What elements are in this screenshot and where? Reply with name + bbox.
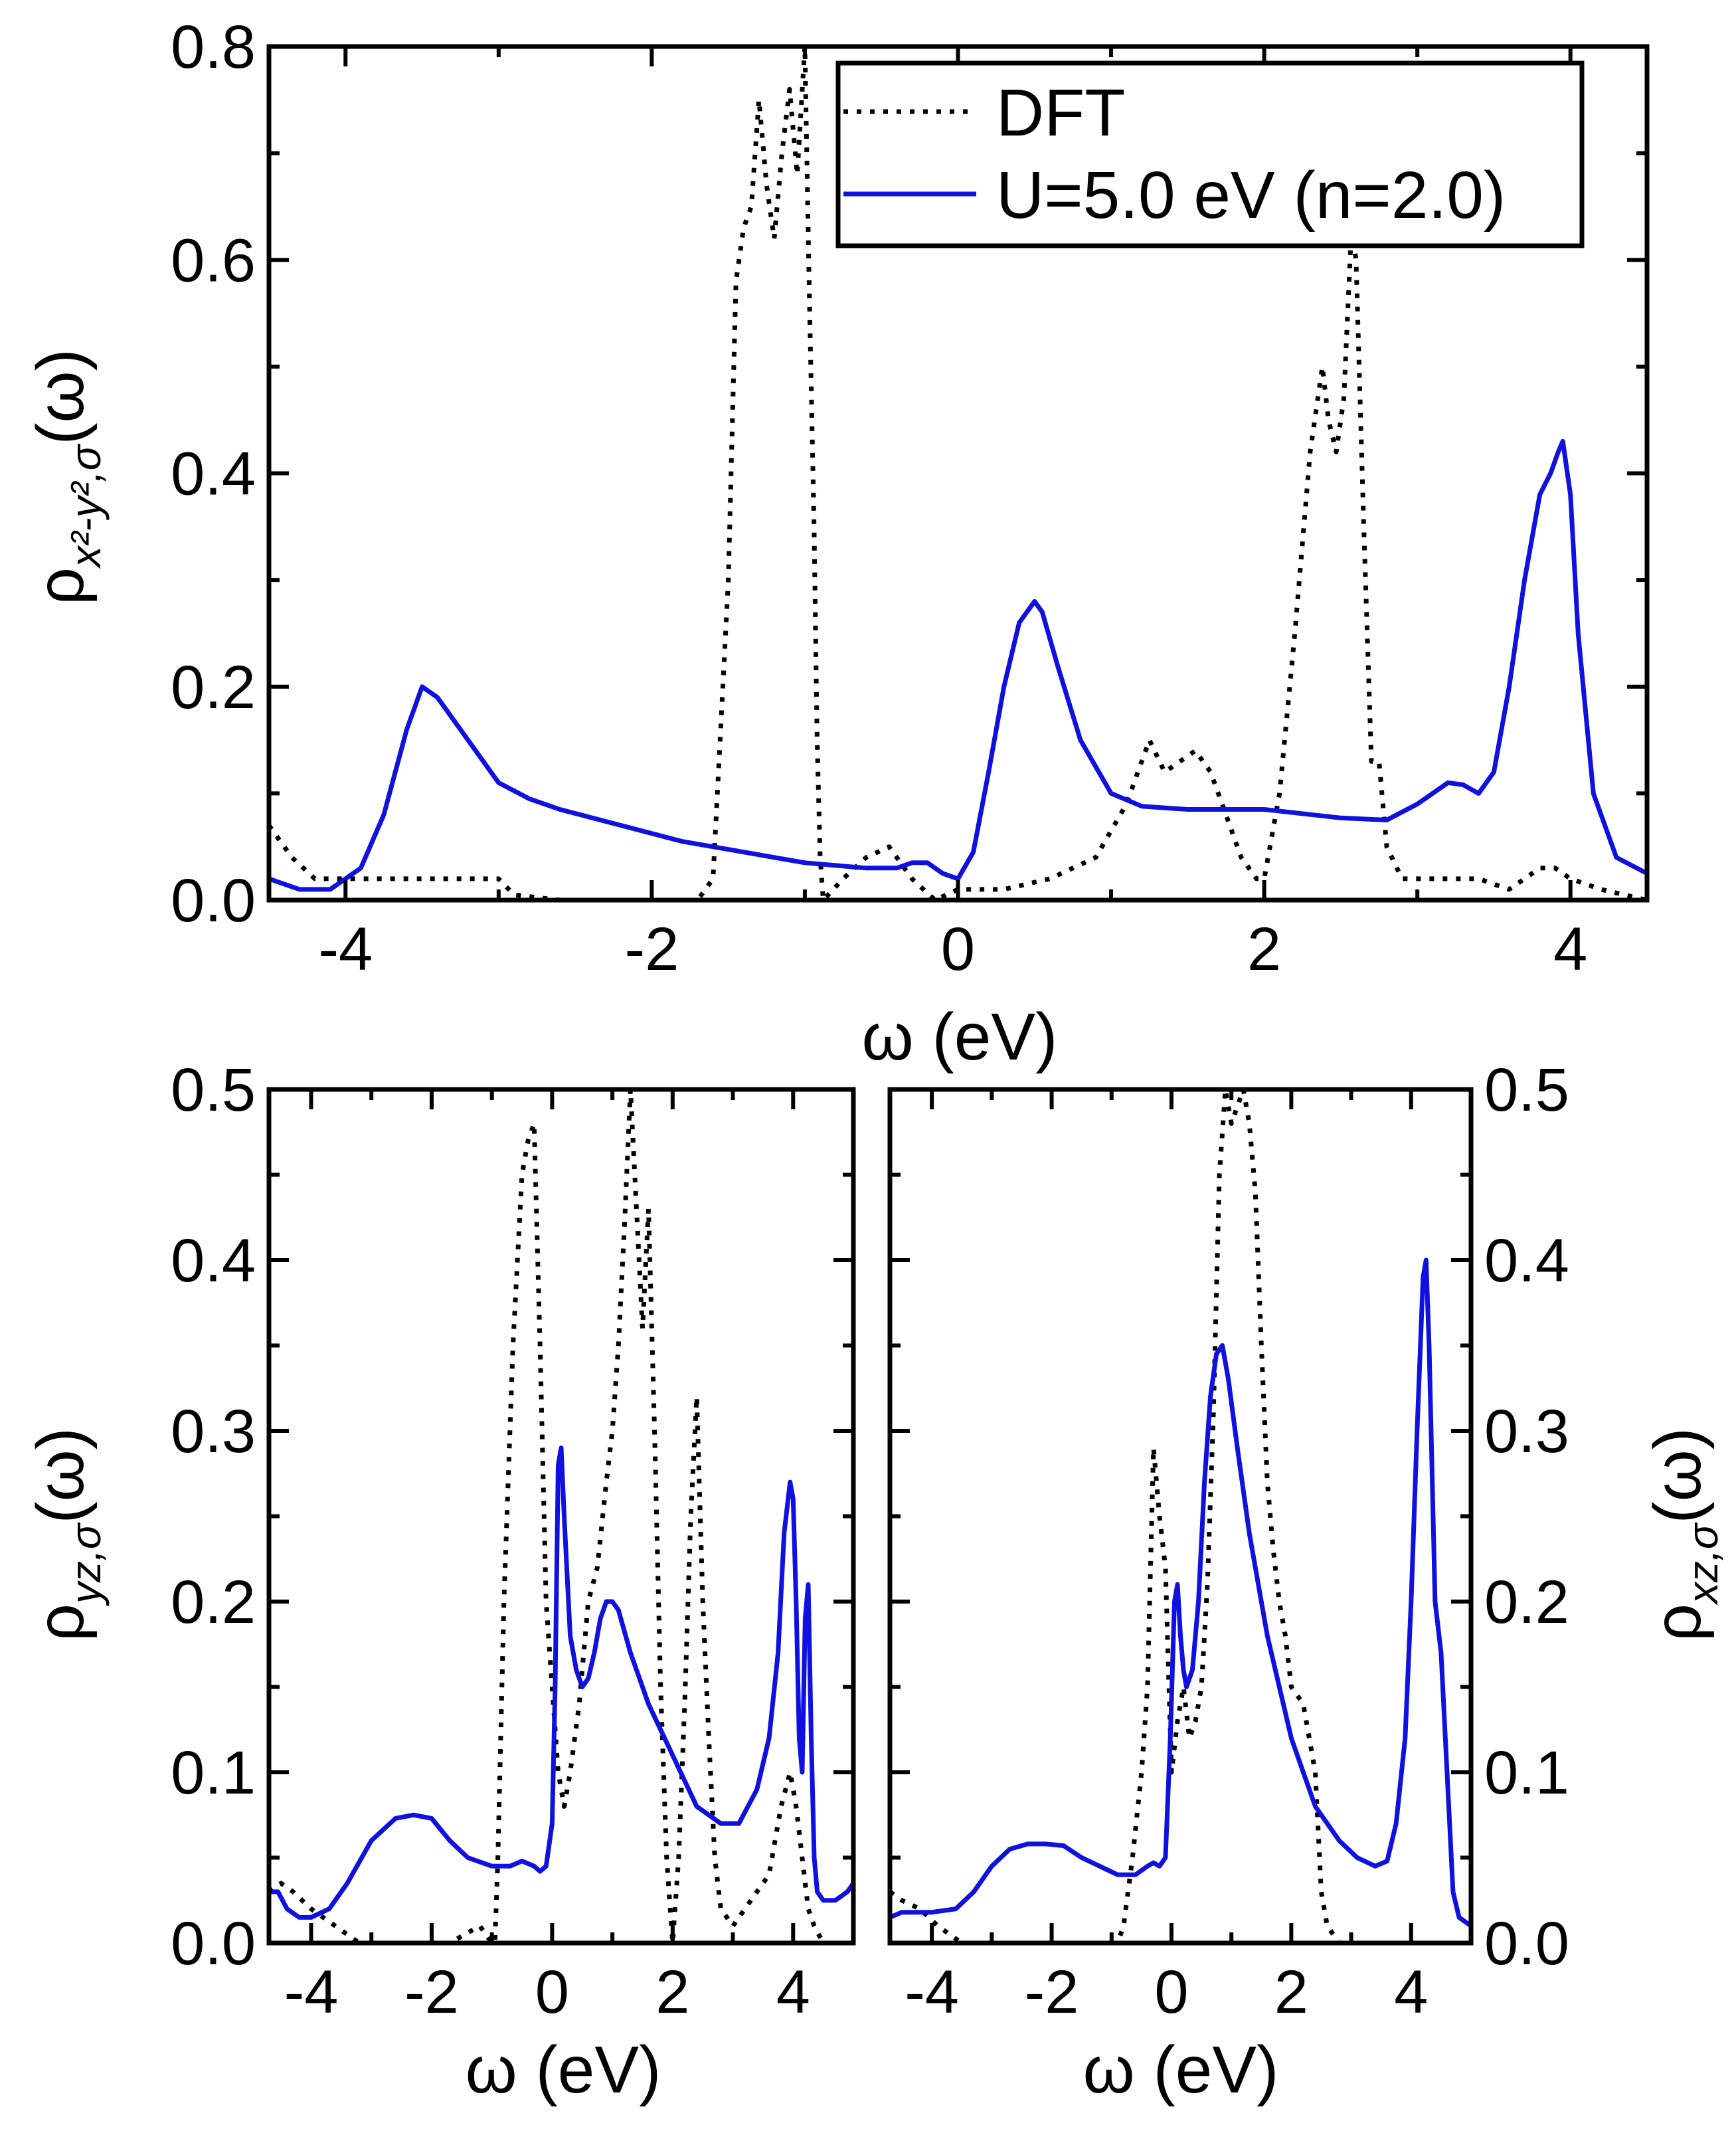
series-line-bottom-left-dft — [269, 1089, 853, 1943]
series-line-bottom-right-dft — [890, 1089, 1471, 1943]
y-axis-label-bottom-right-sub: xz,σ — [1679, 1522, 1727, 1606]
y-tick-label-bottom-left: 0.0 — [171, 1910, 256, 1978]
y-axis-label-bottom-right-tail: (ω) — [1640, 1428, 1715, 1524]
x-axis-label-bottom-left: ω (eV) — [466, 2033, 661, 2107]
y-tick-label-bottom-left: 0.2 — [171, 1568, 256, 1636]
x-tick-label-bottom-left: -4 — [284, 1958, 339, 2026]
y-tick-label-bottom-right: 0.0 — [1484, 1910, 1569, 1978]
y-tick-label-bottom-right: 0.3 — [1484, 1398, 1569, 1465]
y-tick-label-top: 0.8 — [171, 13, 256, 81]
y-tick-label-bottom-right: 0.2 — [1484, 1568, 1569, 1636]
x-tick-label-bottom-right: -4 — [905, 1958, 959, 2026]
legend-box — [835, 60, 1585, 248]
y-axis-label-bottom-left: ρyz,σ(ω) — [23, 1428, 110, 1641]
y-axis-label-bottom-right-rho: ρ — [1640, 1604, 1715, 1641]
panel-top: -4 -2 0 2 4 0.0 0.2 0.4 0.6 0.8 — [171, 13, 1650, 983]
y-tick-label-top: 0.4 — [171, 440, 256, 508]
y-axis-label-bottom-left-rho: ρ — [23, 1604, 98, 1641]
y-axis-label-bottom-right: ρxz,σ(ω) — [1640, 1428, 1727, 1641]
x-tick-label-bottom-right: 2 — [1274, 1958, 1308, 2026]
y-axis-label-top: ρx²-y²,σ(ω) — [23, 349, 110, 605]
x-tick-label-top: 4 — [1553, 915, 1587, 983]
x-tick-label-bottom-left: 0 — [535, 1958, 569, 2026]
y-tick-label-top: 0.6 — [171, 227, 256, 294]
x-tick-label-bottom-left: -2 — [404, 1958, 459, 2026]
x-tick-label-bottom-left: 2 — [655, 1958, 689, 2026]
y-axis-label-top-rho: ρ — [23, 567, 98, 605]
y-tick-label-bottom-left: 0.4 — [171, 1227, 256, 1295]
y-axis-label-top-tail: (ω) — [23, 349, 98, 445]
x-tick-label-top: 0 — [941, 915, 975, 983]
y-tick-label-bottom-right: 0.4 — [1484, 1227, 1569, 1295]
y-tick-label-top: 0.2 — [171, 654, 256, 721]
x-axis-label-top: ω (eV) — [862, 1000, 1058, 1074]
y-tick-label-bottom-left: 0.3 — [171, 1398, 256, 1465]
x-tick-label-top: 2 — [1247, 915, 1281, 983]
x-tick-label-bottom-right: 0 — [1154, 1958, 1188, 2026]
plot-frame-bottom-right — [887, 1087, 1474, 1946]
y-tick-label-bottom-right: 0.5 — [1484, 1056, 1569, 1124]
x-tick-label-top: -4 — [318, 915, 373, 983]
y-axis-label-bottom-left-sub: yz,σ — [62, 1522, 110, 1606]
y-axis-label-top-sub: x²-y²,σ — [62, 443, 110, 569]
series-line-bottom-right-u — [890, 1257, 1471, 1928]
x-tick-label-bottom-left: 4 — [776, 1958, 810, 2026]
y-axis-label-bottom-left-tail: (ω) — [23, 1428, 98, 1524]
series-line-bottom-left-u — [269, 1445, 853, 1920]
legend-dft-label: DFT — [996, 76, 1125, 150]
x-axis-label-bottom-right: ω (eV) — [1083, 2033, 1279, 2107]
plot-frame-bottom-left — [266, 1087, 856, 1946]
panel-bottom-left: -4 -2 0 2 4 0.0 0.1 0.2 0.3 0.4 0.5 — [171, 1056, 856, 2026]
x-tick-label-bottom-right: 4 — [1394, 1958, 1428, 2026]
y-tick-label-bottom-left: 0.1 — [171, 1739, 256, 1807]
legend-u-label: U=5.0 eV (n=2.0) — [996, 158, 1506, 232]
y-tick-label-top: 0.0 — [171, 867, 256, 935]
x-tick-label-bottom-right: -2 — [1025, 1958, 1079, 2026]
x-tick-label-top: -2 — [624, 915, 679, 983]
panel-bottom-right: -4 -2 0 2 4 0.0 0.1 0.2 0.3 0.4 0.5 — [887, 1056, 1569, 2026]
y-tick-label-bottom-left: 0.5 — [171, 1056, 256, 1124]
series-line-top-u — [269, 438, 1647, 892]
y-tick-label-bottom-right: 0.1 — [1484, 1739, 1569, 1807]
legend: DFT U=5.0 eV (n=2.0) — [835, 60, 1585, 248]
